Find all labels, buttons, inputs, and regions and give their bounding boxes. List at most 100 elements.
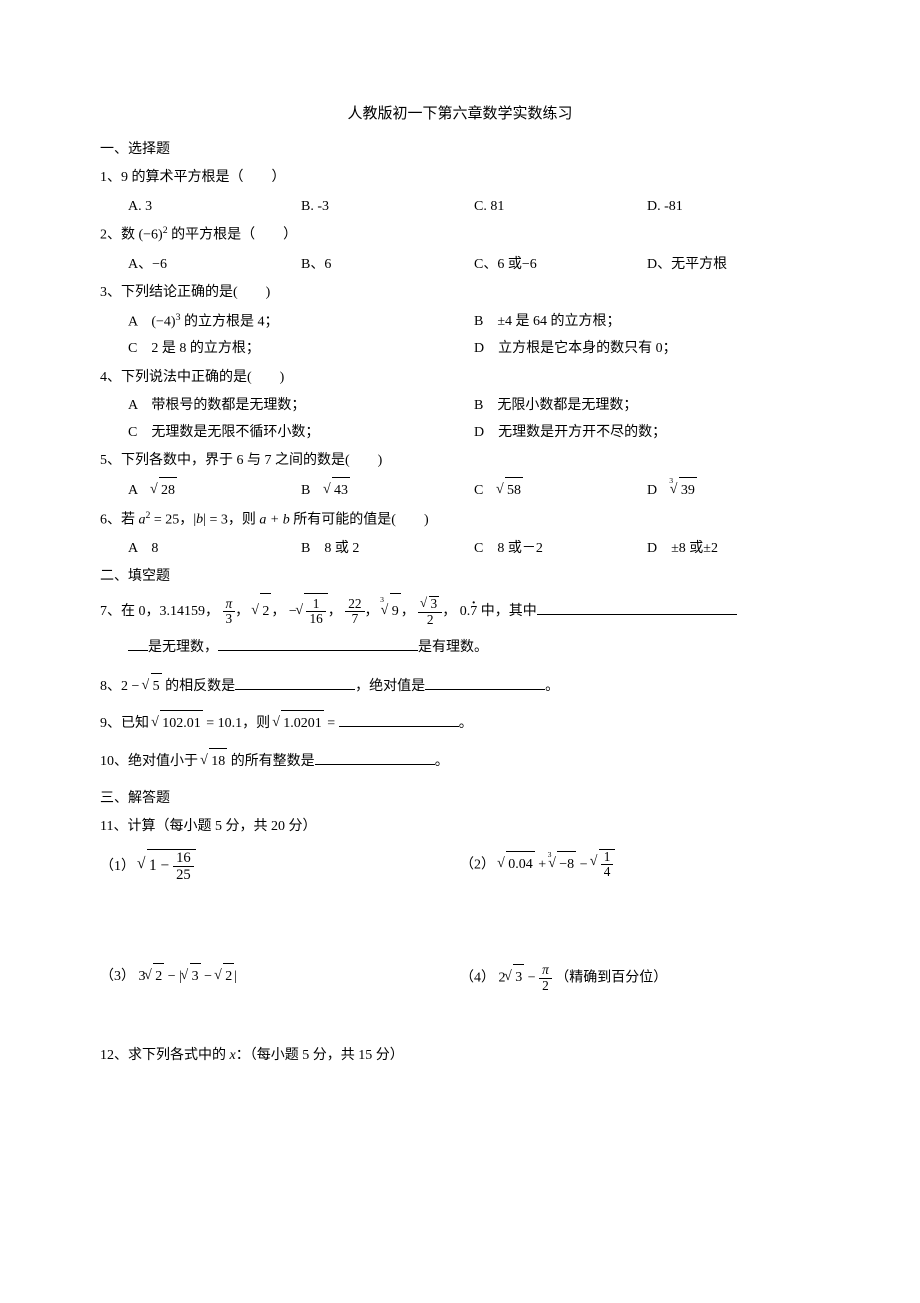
q6-post: 所有可能的值是( ) (290, 512, 429, 527)
q3-a-post: 的立方根是 4； (180, 314, 278, 329)
q5-stem: 5、下列各数中，界于 6 与 7 之间的数是( ) (100, 448, 820, 475)
q2-stem-pre: 2、数 (−6) (100, 228, 163, 243)
q7-sqrt3: 3 (429, 596, 440, 612)
frac-icon: π3 (223, 597, 236, 627)
q7-tail2: 是有理数。 (418, 640, 488, 655)
q11-p4-lbl: （4） (460, 970, 495, 985)
q7-1: 1 (306, 597, 325, 613)
q7-pi: π (223, 597, 236, 613)
sqrt-icon: 3 (182, 963, 201, 991)
q1-opt-c: C. 81 (474, 194, 647, 221)
q9-rad2: 1.0201 (281, 710, 324, 738)
q11-p4-den: 2 (539, 979, 552, 994)
q6-pre: 6、若 (100, 512, 139, 527)
q11-p1-1: 1 (149, 857, 157, 874)
q11-p4-pi: π (539, 963, 552, 979)
frac-icon: 14 (601, 850, 614, 880)
sqrt-icon: 43 (324, 477, 350, 505)
q7-sqrt2: 2 (260, 593, 271, 630)
q7-22: 22 (345, 597, 364, 613)
q11-p2-b: −8 (557, 851, 576, 879)
q10: 10、绝对值小于 18 的所有整数是。 (100, 748, 820, 776)
q5-opt-d: D 39 (647, 477, 820, 505)
sqrt-icon: 14 (591, 849, 615, 880)
sqrt-icon: 116 (297, 593, 328, 630)
q6-options: A 8 B 8 或 2 C 8 或－2 D ±8 或±2 (100, 536, 820, 563)
blank (128, 636, 148, 651)
q5-a-lbl: A (128, 483, 137, 498)
q8-pre: 8、2 − (100, 679, 143, 694)
frac-icon: π2 (539, 963, 552, 993)
q10-rad: 18 (209, 748, 227, 776)
q11-p2-a: 0.04 (506, 851, 535, 879)
q6-opt-c: C 8 或－2 (474, 536, 647, 563)
q7-rec-pre: 0. (460, 604, 471, 619)
q11-p3-sqrt2a: 2 (153, 963, 164, 991)
sqrt-icon: 58 (497, 477, 523, 505)
q3-a-pre: A (−4) (128, 314, 176, 329)
sqrt-icon: 2 (216, 963, 235, 991)
sqrt-icon: 1 − 1625 (139, 849, 196, 883)
frac-icon: 227 (345, 597, 364, 627)
blank (235, 675, 355, 690)
q3-options: A (−4)3 的立方根是 4； B ±4 是 64 的立方根； C 2 是 8… (100, 309, 820, 363)
q11-stem: 11、计算（每小题 5 分，共 20 分） (100, 814, 820, 841)
q5-a-rad: 28 (159, 477, 177, 505)
q11-row1: （1） 1 − 1625 （2） 0.04 + −8 − 14 (100, 849, 820, 883)
q11-p2-num: 1 (601, 850, 614, 866)
sqrt-icon: 0.04 (499, 851, 535, 879)
q11-p2: （2） 0.04 + −8 − 14 (460, 849, 820, 883)
page-title: 人教版初一下第六章数学实数练习 (100, 100, 820, 129)
sqrt-icon: 2 (253, 593, 272, 630)
sqrt-icon: 5 (143, 673, 162, 701)
q8-mid: 的相反数是 (162, 679, 236, 694)
q6-a: a (139, 512, 146, 527)
q11-p1-num: 16 (173, 850, 194, 867)
q3-opt-a: A (−4)3 的立方根是 4； (128, 309, 474, 336)
q8-end: 。 (545, 679, 559, 694)
q2-opt-a: A、−6 (128, 252, 301, 279)
q11-p3-lbl: （3） (100, 969, 135, 984)
sqrt-icon: 102.01 (153, 710, 203, 738)
q7-mid: 中，其中 (477, 604, 537, 619)
frac-icon: 116 (306, 597, 325, 627)
q11-row2: （3） 32 − 3 − 2 （4） 23 − π2 （精确到百分位） (100, 963, 820, 993)
q8-rad: 5 (151, 673, 162, 701)
cbrt-icon: 39 (671, 477, 697, 505)
q5-d-lbl: D (647, 483, 657, 498)
q6-opt-b: B 8 或 2 (301, 536, 474, 563)
q7-3: 3 (223, 612, 236, 627)
q2-stem: 2、数 (−6)2 的平方根是（ ） (100, 222, 820, 249)
q11-p4: （4） 23 − π2 （精确到百分位） (460, 963, 820, 993)
blank (218, 636, 418, 651)
q5-b-rad: 43 (332, 477, 350, 505)
q7-7: 7 (345, 612, 364, 627)
q7-pre: 7、在 0，3.14159， (100, 604, 219, 619)
q1-opt-a: A. 3 (128, 194, 301, 221)
q11-p1-den: 25 (173, 867, 194, 883)
q2-stem-post: 的平方根是（ ） (168, 228, 298, 243)
sqrt-icon: 28 (151, 477, 177, 505)
q6-ab: a + b (259, 512, 289, 527)
q6-opt-a: A 8 (128, 536, 301, 563)
q7-tail1: 是无理数， (148, 640, 218, 655)
q3-opt-c: C 2 是 8 的立方根； (128, 336, 474, 363)
sqrt-icon: 2 (146, 963, 165, 991)
q7-16: 16 (306, 612, 325, 627)
q12-post: ：（每小题 5 分，共 15 分） (236, 1048, 404, 1063)
cbrt-icon: 9 (382, 593, 401, 630)
q6-b: b (196, 512, 203, 527)
q5-opt-b: B 43 (301, 477, 474, 505)
q10-end: 。 (435, 754, 449, 769)
q9: 9、已知 102.01 = 10.1，则 1.0201 = 。 (100, 710, 820, 738)
q11-p1: （1） 1 − 1625 (100, 849, 460, 883)
q10-post: 的所有整数是 (227, 754, 315, 769)
q9-rad1: 102.01 (160, 710, 203, 738)
cbrt-icon: −8 (550, 851, 577, 879)
q1-stem: 1、9 的算术平方根是（ ） (100, 165, 820, 192)
q11-p3: （3） 32 − 3 − 2 (100, 963, 460, 993)
q5-c-rad: 58 (505, 477, 523, 505)
q11-p4-sqrt3: 3 (513, 964, 524, 992)
q1-opt-d: D. -81 (647, 194, 820, 221)
blank (537, 600, 737, 615)
